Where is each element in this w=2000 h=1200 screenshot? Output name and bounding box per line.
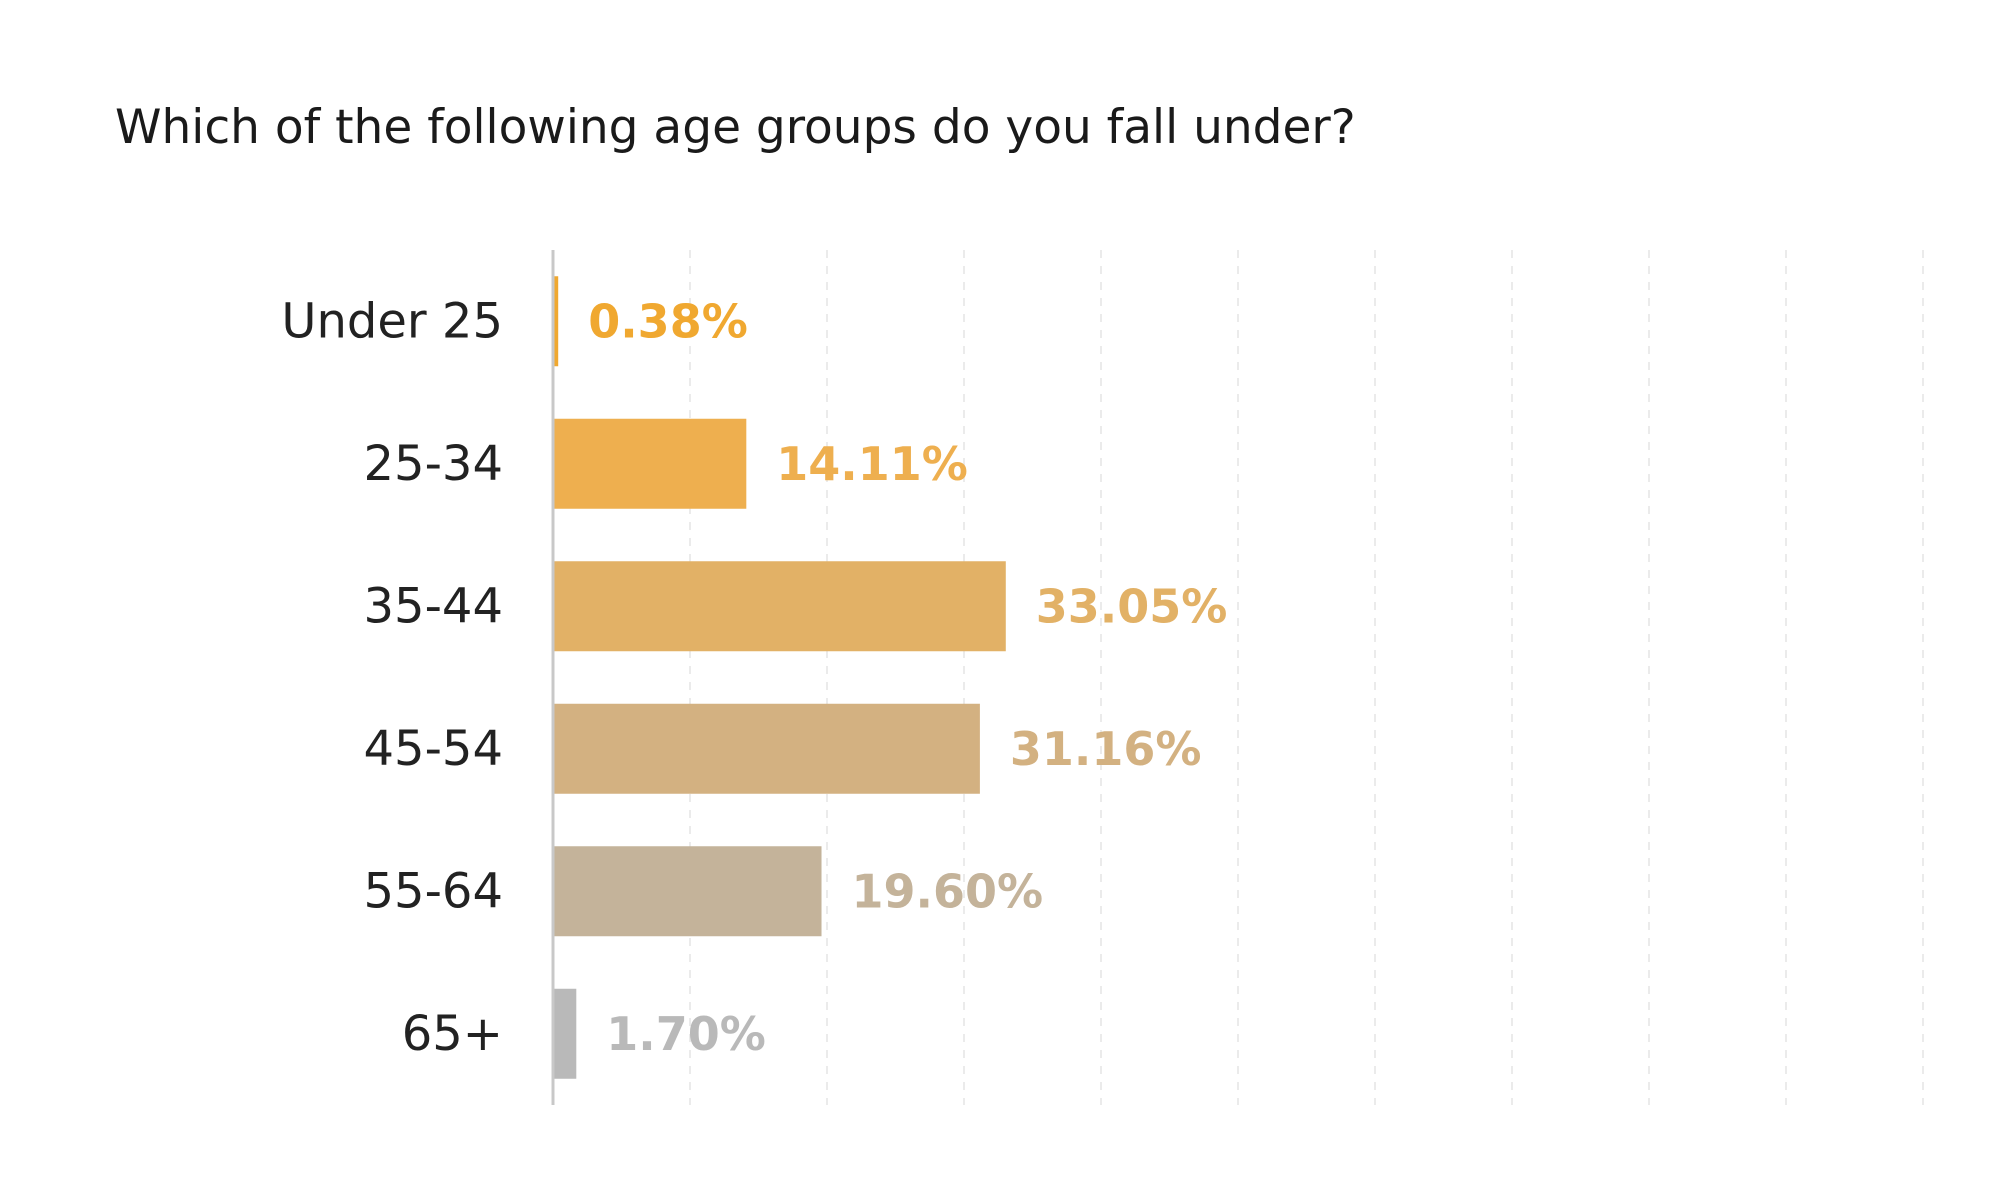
category-label: 55-64 [364,863,503,919]
bar-55-64 [553,846,822,937]
category-label: 25-34 [364,436,503,492]
category-label: 35-44 [364,578,503,634]
value-label: 19.60% [852,864,1044,918]
bar-35-44 [553,561,1006,652]
category-label: Under 25 [281,293,503,349]
value-label: 33.05% [1036,579,1228,633]
bar-65- [553,988,577,1079]
category-label: 65+ [402,1006,503,1062]
category-label: 45-54 [364,721,503,777]
category-labels: Under 25 25-34 35-44 45-54 55-64 65+ [281,293,503,1062]
chart-title: Which of the following age groups do you… [115,100,1356,155]
value-label: 31.16% [1010,722,1202,776]
value-label: 0.38% [588,294,748,348]
gridlines [689,250,1924,1105]
bars [553,276,1006,1079]
value-labels: 0.38% 14.11% 33.05% 31.16% 19.60% 1.70% [588,294,1227,1061]
value-label: 14.11% [776,437,968,491]
bar-45-54 [553,703,980,794]
bar-25-34 [553,418,747,509]
bar-under-25 [553,276,559,367]
value-label: 1.70% [606,1007,766,1061]
